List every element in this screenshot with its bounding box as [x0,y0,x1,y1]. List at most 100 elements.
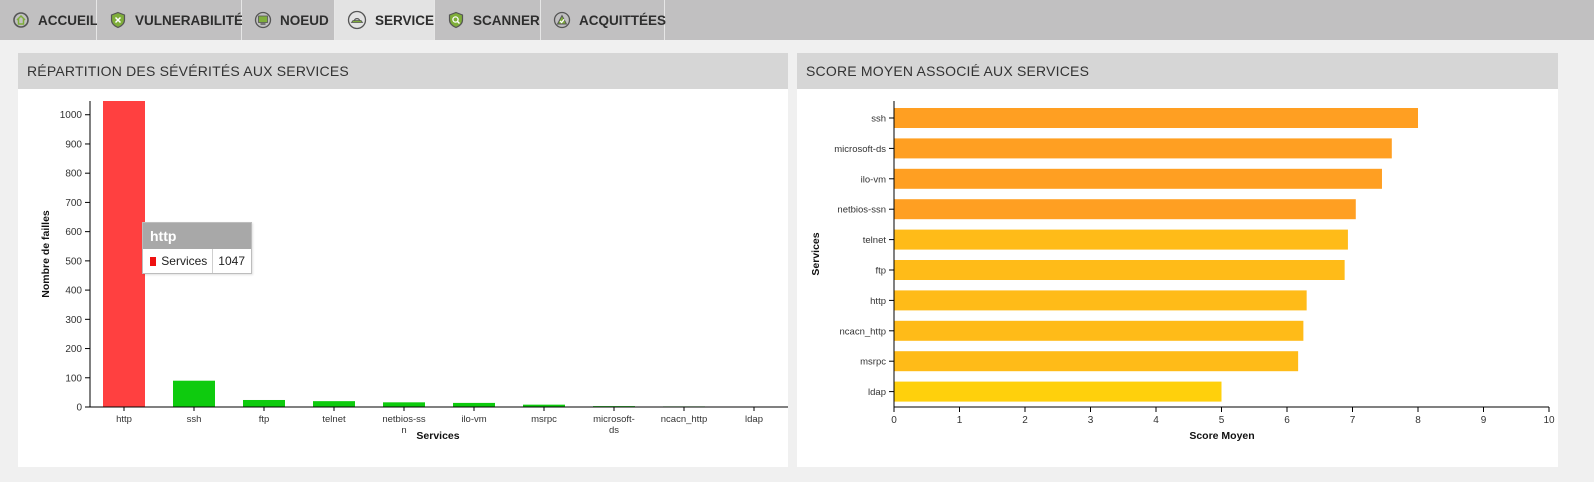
y-tick-label: 900 [65,139,82,150]
panel-title: SCORE MOYEN ASSOCIÉ AUX SERVICES [797,53,1558,89]
tab-acquittees[interactable]: ACQUITTÉES [541,0,667,40]
x-tick-label-line: msrpc [531,414,557,425]
x-tick-label-ssh: ssh [187,414,202,425]
y-tick-label-netbios-ssn: netbios-ssn [837,205,886,216]
tab-service[interactable]: SERVICE [335,0,435,40]
bar-ilo-vm [453,402,495,407]
tab-label: NOEUD [280,12,329,28]
y-tick-label-telnet: telnet [863,235,887,246]
y-tick-label: 300 [65,315,82,326]
x-tick-label-line: telnet [322,414,346,425]
y-tick-label: 400 [65,286,82,297]
bar-ssh [173,380,215,407]
x-tick-label-line: ds [609,425,619,436]
x-tick-label: 0 [891,415,897,426]
bar-ldap [894,381,1222,402]
bar-netbios-ssn [894,199,1356,220]
x-tick-label: 2 [1022,415,1028,426]
y-tick-label: 500 [65,256,82,267]
tab-label: SCANNER [473,12,540,28]
x-tick-label-line: ncacn_http [661,414,707,425]
service-icon [347,10,367,30]
y-tick-label: 700 [65,198,82,209]
check-icon [553,10,571,30]
tooltip-series-name: Services [161,249,214,273]
panel-title: RÉPARTITION DES SÉVÉRITÉS AUX SERVICES [18,53,788,89]
y-tick-label-ftp: ftp [875,266,886,277]
bar-ftp [243,399,285,407]
y-tick-label-ncacn_http: ncacn_http [840,326,886,337]
bar-msrpc [523,404,565,407]
x-tick-label-line: ssh [187,414,202,425]
shield-icon [109,10,127,30]
x-tick-label: 5 [1219,415,1225,426]
x-tick-label-line: ldap [745,414,763,425]
tab-bar: ACCUEIL VULNERABILITÉS NOEUD SERVICE SCA… [0,0,1594,40]
bar-ilo-vm [894,168,1382,189]
scanner-icon [447,10,465,30]
y-tick-label-ilo-vm: ilo-vm [861,174,886,185]
severity-distribution-panel: RÉPARTITION DES SÉVÉRITÉS AUX SERVICES h… [18,53,788,467]
x-tick-label-ldap: ldap [745,414,763,425]
x-axis-title: Services [416,430,459,442]
x-tick-label-msrpc: msrpc [531,414,557,425]
y-axis-title: Nombre de failles [40,210,52,298]
x-tick-label-ncacn_http: ncacn_http [661,414,707,425]
bar-telnet [894,229,1348,250]
x-tick-label-line: microsoft- [593,414,635,425]
x-axis-title: Score Moyen [1189,430,1254,442]
tab-label: VULNERABILITÉS [135,12,253,28]
x-tick-label-line: netbios-ss [382,414,426,425]
x-tick-label-line: n [401,425,406,436]
y-tick-label: 1000 [60,110,83,121]
tooltip-value: 1047 [218,254,245,268]
bar-microsoft-ds [894,138,1392,159]
y-tick-label: 100 [65,373,82,384]
x-tick-label: 3 [1088,415,1094,426]
x-tick-label-microsoft-ds: microsoft-ds [593,414,635,436]
x-tick-label-line: ftp [259,414,270,425]
x-tick-label-telnet: telnet [322,414,346,425]
tab-accueil[interactable]: ACCUEIL [0,0,98,40]
x-tick-label: 7 [1350,415,1356,426]
tab-scanner[interactable]: SCANNER [435,0,541,40]
x-tick-label-line: http [116,414,132,425]
y-tick-label: 800 [65,169,82,180]
monitor-icon [254,10,272,30]
x-tick-label-ilo-vm: ilo-vm [461,414,486,425]
y-tick-label-ldap: ldap [868,387,886,398]
y-axis-title: Services [810,232,822,275]
y-tick-label: 200 [65,344,82,355]
bar-http [894,290,1307,311]
x-tick-label: 9 [1481,415,1487,426]
x-tick-label: 6 [1284,415,1290,426]
y-tick-label-microsoft-ds: microsoft-ds [834,144,886,155]
tab-label: SERVICE [375,12,435,28]
tab-noeud[interactable]: NOEUD [242,0,335,40]
tooltip-series-swatch [150,256,157,266]
bar-ncacn_http [894,320,1304,341]
bar-netbios-ssn [383,402,425,407]
x-tick-label: 8 [1415,415,1421,426]
bar-http [103,101,145,407]
x-tick-label-line: ilo-vm [461,414,486,425]
x-tick-label-netbios-ssn: netbios-ss n [382,414,426,436]
severity-bar-chart: http ssh ftp telnet netbios-ss n ilo-vm msrpc mi… [40,101,788,442]
home-icon [12,10,30,30]
y-tick-label: 0 [76,403,82,414]
y-tick-label-http: http [870,296,886,307]
bar-ftp [894,260,1345,280]
tab-label: ACCUEIL [38,12,98,28]
tab-label: ACQUITTÉES [579,12,667,28]
bar-telnet [313,401,355,407]
average-score-panel: SCORE MOYEN ASSOCIÉ AUX SERVICES ssh micr… [797,53,1558,467]
tab-vulnerabilites[interactable]: VULNERABILITÉS [97,0,252,40]
y-tick-label-msrpc: msrpc [860,357,886,368]
x-tick-label: 1 [957,415,963,426]
tooltip-title: http [143,223,251,249]
x-tick-label-ftp: ftp [259,414,270,425]
x-tick-label-http: http [116,414,132,425]
x-tick-label: 10 [1543,415,1555,426]
x-tick-label: 4 [1153,415,1159,426]
y-tick-label-ssh: ssh [871,114,886,125]
